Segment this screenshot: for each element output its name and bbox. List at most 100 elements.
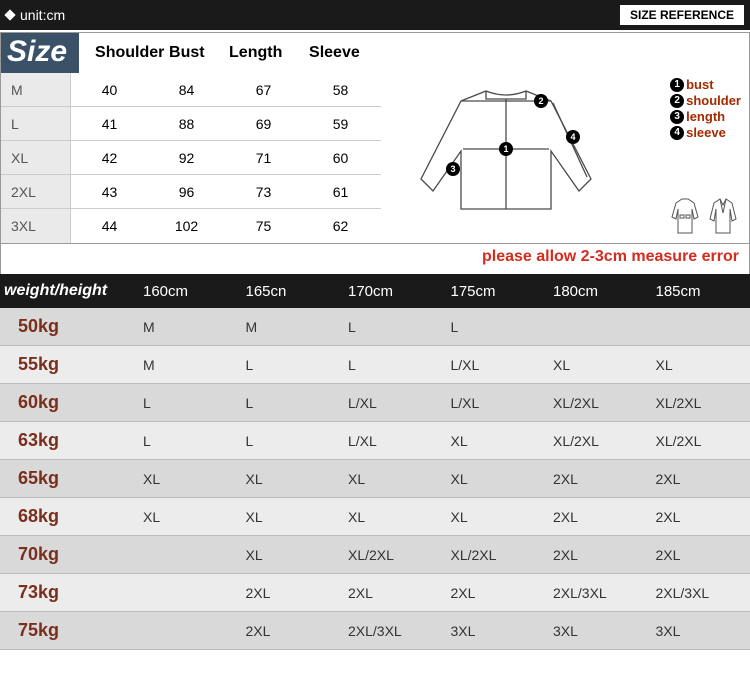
shoulder-cell: 44	[71, 218, 148, 234]
length-cell: 71	[225, 150, 302, 166]
size-rec-cell: L/XL	[443, 357, 546, 373]
size-cell: XL	[1, 141, 71, 174]
upper-section: M40846758L41886959XL429271602XL439673613…	[0, 73, 750, 244]
legend-label: shoulder	[686, 93, 741, 109]
shoulder-cell: 40	[71, 82, 148, 98]
legend-item: 2shoulder	[670, 93, 741, 109]
wh-row: 50kgMMLL	[0, 308, 750, 346]
size-rec-cell: XL/2XL	[340, 547, 443, 563]
col-sleeve: Sleeve	[309, 33, 379, 73]
legend-item: 4sleeve	[670, 125, 741, 141]
size-rec-cell: L	[238, 395, 341, 411]
bust-cell: 92	[148, 150, 225, 166]
length-cell: 73	[225, 184, 302, 200]
weight-cell: 75kg	[0, 620, 135, 641]
size-row: 2XL43967361	[1, 175, 381, 209]
size-rec-cell: XL	[545, 357, 648, 373]
wh-row: 70kgXLXL/2XLXL/2XL2XL2XL	[0, 536, 750, 574]
size-rec-cell: XL/2XL	[648, 395, 750, 411]
weight-cell: 55kg	[0, 354, 135, 375]
size-rec-cell: 2XL	[340, 585, 443, 601]
size-rec-cell: 2XL	[648, 547, 750, 563]
size-table: M40846758L41886959XL429271602XL439673613…	[1, 73, 381, 243]
weight-height-table: 50kgMMLL55kgMLLL/XLXLXL60kgLLL/XLL/XLXL/…	[0, 308, 750, 650]
col-bust: Bust	[169, 33, 229, 73]
size-rec-cell: XL/2XL	[545, 433, 648, 449]
size-rec-cell: 3XL	[648, 623, 750, 639]
size-rec-cell: XL	[443, 471, 546, 487]
legend-num-icon: 2	[670, 94, 684, 108]
weight-cell: 73kg	[0, 582, 135, 603]
size-row: M40846758	[1, 73, 381, 107]
hcol-5: 185cm	[648, 283, 750, 300]
size-rec-cell: M	[135, 319, 238, 335]
svg-text:4: 4	[570, 132, 575, 142]
shirt-line-drawing-icon: 1 2 3 4	[391, 79, 621, 219]
size-title: Size	[1, 33, 79, 73]
size-rec-cell: XL	[340, 509, 443, 525]
size-rec-cell: XL	[443, 509, 546, 525]
wh-row: 65kgXLXLXLXL2XL2XL	[0, 460, 750, 498]
wh-row: 60kgLLL/XLL/XLXL/2XLXL/2XL	[0, 384, 750, 422]
legend-label: bust	[686, 77, 713, 93]
size-rec-cell: M	[135, 357, 238, 373]
size-rec-cell: 2XL	[648, 509, 750, 525]
hcol-0: 160cm	[135, 283, 238, 300]
unit-label: unit:cm	[6, 7, 65, 23]
wh-row: 75kg2XL2XL/3XL3XL3XL3XL	[0, 612, 750, 650]
weight-cell: 50kg	[0, 316, 135, 337]
size-rec-cell: XL	[443, 433, 546, 449]
size-rec-cell: XL	[238, 509, 341, 525]
size-rec-cell: XL	[135, 471, 238, 487]
size-cell: L	[1, 107, 71, 140]
size-rec-cell: XL	[340, 471, 443, 487]
top-bar: unit:cm SIZE REFERENCE	[0, 0, 750, 30]
shoulder-cell: 41	[71, 116, 148, 132]
hcol-4: 180cm	[545, 283, 648, 300]
weight-height-header: weight/height 160cm 165cn 170cm 175cm 18…	[0, 274, 750, 308]
weight-cell: 68kg	[0, 506, 135, 527]
unit-text: unit:cm	[20, 7, 65, 23]
legend-item: 3length	[670, 109, 741, 125]
size-rec-cell: XL/2XL	[443, 547, 546, 563]
diamond-icon	[4, 9, 15, 20]
wh-row: 63kgLLL/XLXLXL/2XLXL/2XL	[0, 422, 750, 460]
shoulder-cell: 43	[71, 184, 148, 200]
size-rec-cell: 2XL/3XL	[648, 585, 750, 601]
weight-cell: 65kg	[0, 468, 135, 489]
size-rec-cell: XL	[238, 547, 341, 563]
blazer-thumb-icon	[707, 197, 739, 237]
legend-item: 1bust	[670, 77, 741, 93]
jacket-thumb-icon	[669, 197, 701, 237]
sleeve-cell: 58	[302, 82, 379, 98]
size-rec-cell: L	[238, 357, 341, 373]
measure-error-note: please allow 2-3cm measure error	[0, 244, 750, 274]
wh-row: 73kg2XL2XL2XL2XL/3XL2XL/3XL	[0, 574, 750, 612]
size-rec-cell: 2XL	[545, 509, 648, 525]
size-table-header: Size Shoulder Bust Length Sleeve	[0, 32, 750, 73]
size-rec-cell: XL	[135, 509, 238, 525]
col-length: Length	[229, 33, 309, 73]
sleeve-cell: 60	[302, 150, 379, 166]
size-cell: 3XL	[1, 209, 71, 243]
legend-label: sleeve	[686, 125, 726, 141]
size-rec-cell: XL/2XL	[545, 395, 648, 411]
size-row: L41886959	[1, 107, 381, 141]
size-rec-cell: 2XL	[443, 585, 546, 601]
shirt-diagram: 1 2 3 4 1bust2shoulder3length4sleeve	[381, 73, 749, 243]
legend-num-icon: 1	[670, 78, 684, 92]
size-rec-cell: L	[135, 433, 238, 449]
bust-cell: 96	[148, 184, 225, 200]
size-rec-cell: 2XL	[545, 547, 648, 563]
legend-num-icon: 4	[670, 126, 684, 140]
sleeve-cell: 62	[302, 218, 379, 234]
size-rec-cell: 2XL	[648, 471, 750, 487]
size-rec-cell: 2XL/3XL	[340, 623, 443, 639]
size-rec-cell: 2XL	[238, 585, 341, 601]
size-cell: 2XL	[1, 175, 71, 208]
size-rec-cell: 3XL	[443, 623, 546, 639]
length-cell: 75	[225, 218, 302, 234]
sleeve-cell: 61	[302, 184, 379, 200]
size-rec-cell: M	[238, 319, 341, 335]
size-rec-cell: XL	[648, 357, 750, 373]
